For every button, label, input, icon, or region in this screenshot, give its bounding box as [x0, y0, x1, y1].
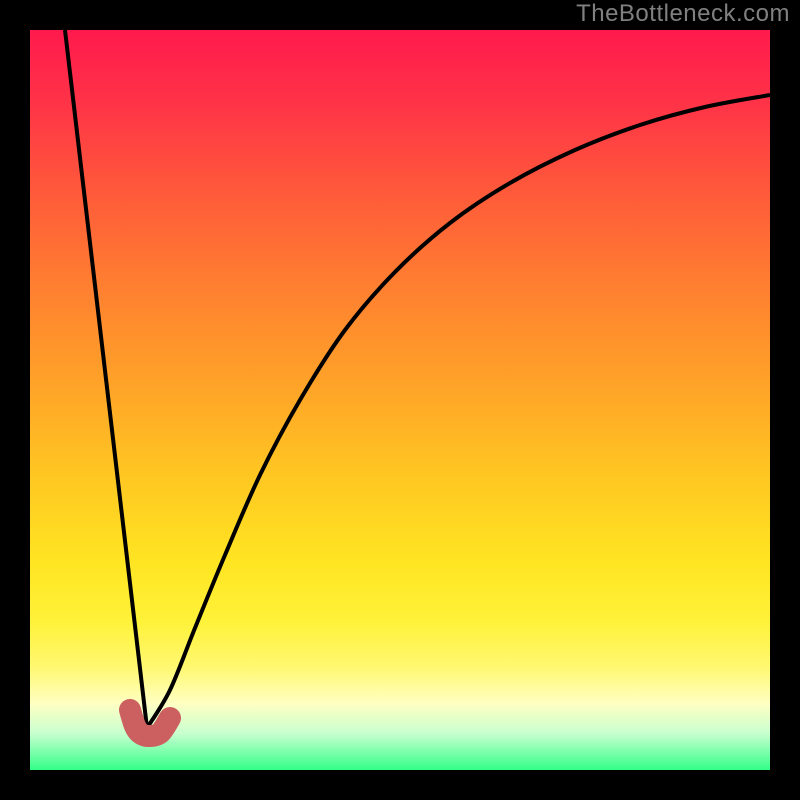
watermark-text: TheBottleneck.com [576, 0, 790, 28]
gradient-background [30, 30, 770, 770]
bottleneck-plot [0, 0, 800, 800]
chart-root: TheBottleneck.com [0, 0, 800, 800]
